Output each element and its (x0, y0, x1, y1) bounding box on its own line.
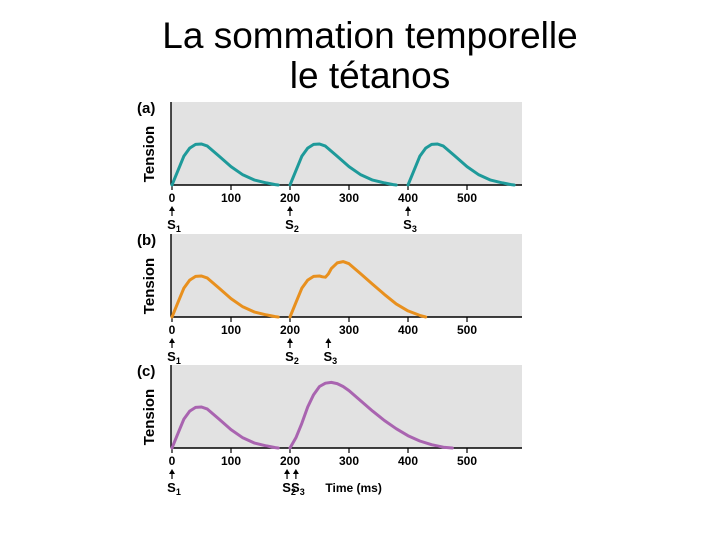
stimulus-arrowhead (325, 338, 332, 343)
stimulus-arrowhead (169, 338, 175, 343)
y-axis-label: Tension (141, 126, 158, 182)
x-tick-label: 400 (398, 323, 418, 337)
slide-title: La sommation temporelle le tétanos (0, 16, 720, 96)
stimulus-label-3: S3 (324, 349, 338, 366)
panel-a: (a) Tension 0 100 200 300 400 500 S1 S2 S3 (137, 100, 522, 234)
x-tick-label: 200 (280, 323, 300, 337)
plot-background (171, 102, 522, 185)
series-line-2 (288, 142, 398, 187)
series-line-1 (170, 142, 280, 187)
x-tick-label: 400 (398, 191, 418, 205)
x-tick-label: 200 (280, 454, 300, 468)
x-tick-label: 400 (398, 454, 418, 468)
x-tick-label: 100 (221, 191, 241, 205)
x-tick-label: 200 (280, 191, 300, 205)
stimulus-arrowhead (405, 206, 411, 211)
x-axis-label: Time (ms) (325, 481, 381, 495)
plot-background (171, 234, 522, 317)
x-tick-label: 300 (339, 454, 359, 468)
x-tick-label: 0 (169, 454, 176, 468)
y-axis-label: Tension (141, 258, 158, 314)
panel-label: (c) (137, 363, 155, 380)
series-line-2 (288, 260, 428, 319)
stimulus-arrowhead (287, 338, 293, 343)
y-axis-label: Tension (141, 389, 158, 445)
panel-label: (a) (137, 100, 155, 117)
title-line-2: le tétanos (289, 55, 451, 96)
x-tick-label: 0 (169, 191, 176, 205)
stimulus-label-2: S2 (285, 217, 299, 234)
stimulus-arrowhead (169, 206, 175, 211)
plot-background (171, 365, 522, 448)
title-line-1: La sommation temporelle (162, 15, 578, 56)
series-line-1 (170, 274, 280, 319)
panel-label: (b) (137, 232, 156, 249)
series-line-3 (406, 142, 516, 187)
panel-b: (b) Tension 0 100 200 300 400 500 S1 S2 S3 (137, 232, 522, 366)
stimulus-label-1: S1 (167, 217, 181, 234)
x-tick-label: 300 (339, 191, 359, 205)
stimulus-arrowhead (287, 206, 293, 211)
x-tick-label: 500 (457, 323, 477, 337)
x-tick-label: 300 (339, 323, 359, 337)
x-tick-label: 500 (457, 454, 477, 468)
x-tick-label: 100 (221, 323, 241, 337)
x-tick-label: 0 (169, 323, 176, 337)
stimulus-arrowhead (292, 469, 299, 474)
x-tick-label: 100 (221, 454, 241, 468)
stimulus-arrowhead (284, 469, 291, 474)
stimulus-label-2: S2 (285, 349, 299, 366)
series-line-2 (288, 380, 454, 450)
stimulus-label-1: S1 (167, 349, 181, 366)
x-tick-label: 500 (457, 191, 477, 205)
series-line-1 (170, 405, 280, 450)
stimulus-label-1: S1 (167, 480, 181, 497)
stimulus-arrowhead (169, 469, 175, 474)
stimulus-label-3: S3 (403, 217, 417, 234)
stimulus-label-3: S3 (291, 480, 305, 497)
